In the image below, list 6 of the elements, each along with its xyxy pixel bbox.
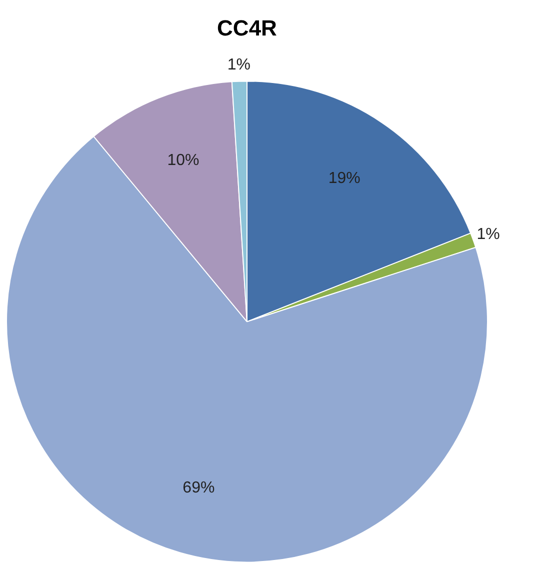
data-label: 10% xyxy=(167,152,200,170)
chart-title: CC4R xyxy=(217,15,278,40)
data-label: 19% xyxy=(328,170,360,187)
data-label: 1% xyxy=(227,56,251,74)
data-label: 1% xyxy=(476,226,500,244)
data-label: 69% xyxy=(182,479,215,496)
